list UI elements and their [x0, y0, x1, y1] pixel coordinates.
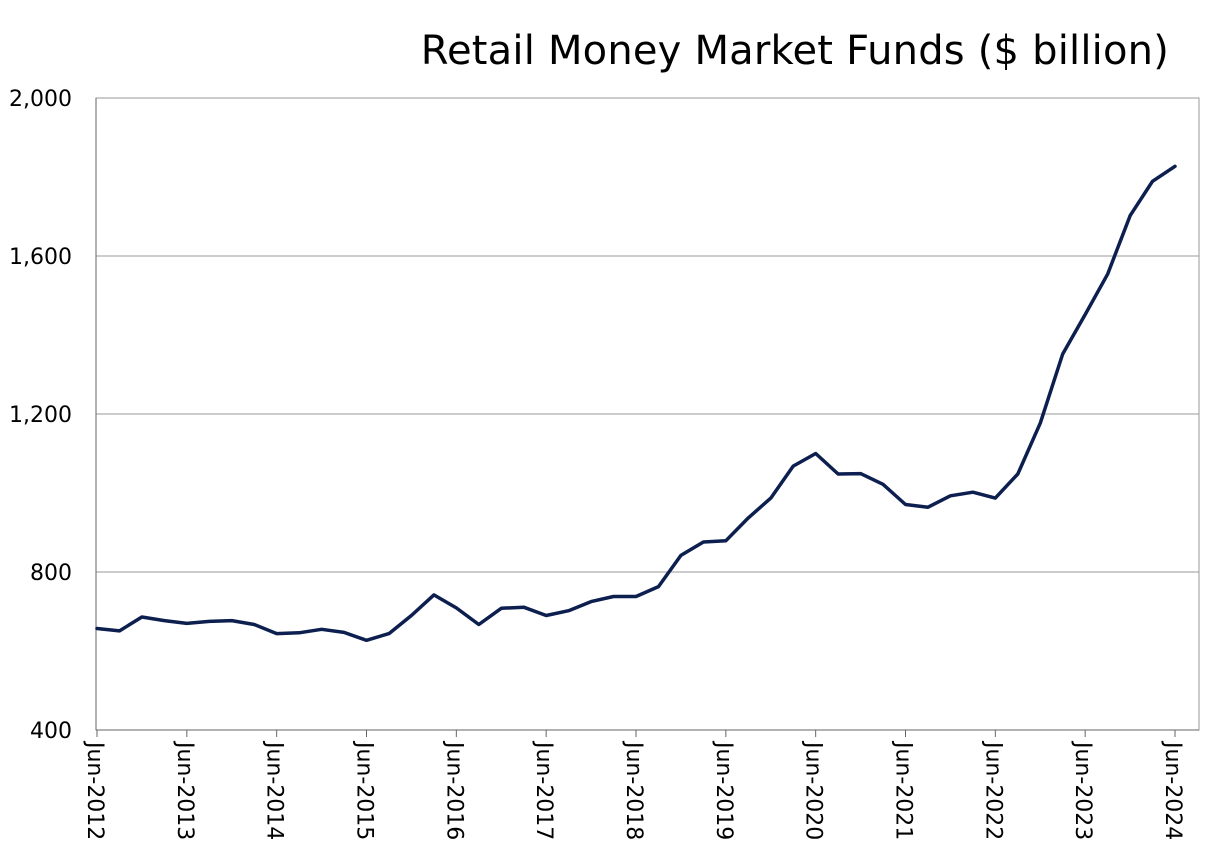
data-point [478, 623, 480, 626]
data-point [1017, 473, 1019, 475]
data-point [590, 600, 592, 603]
data-point [792, 465, 794, 467]
data-point [455, 607, 458, 609]
data-point [298, 632, 300, 634]
data-point [747, 517, 750, 519]
data-point [882, 483, 884, 486]
data-point [949, 495, 952, 497]
data-point [141, 616, 143, 618]
data-point [1106, 273, 1109, 276]
chart-title: Retail Money Market Funds ($ billion) [420, 28, 1169, 74]
x-tick-label: Jun-2024 [1160, 740, 1185, 840]
x-tick-label: Jun-2015 [352, 740, 377, 840]
y-tick-label: 2,000 [9, 87, 72, 112]
x-tick-label: Jun-2019 [711, 740, 736, 840]
data-point [972, 491, 974, 494]
data-point [253, 623, 255, 626]
data-point [927, 506, 929, 509]
x-tick-label: Jun-2013 [172, 740, 197, 840]
data-point [118, 630, 121, 632]
data-point [837, 473, 839, 475]
x-axis-tick-labels: Jun-2012 Jun-2013 Jun-2014 Jun-2015 Jun-2016… [82, 740, 1185, 840]
data-point [1061, 353, 1064, 355]
data-point [208, 620, 211, 623]
y-tick-label: 400 [30, 719, 72, 744]
data-point [500, 607, 503, 610]
y-tick-label: 800 [30, 561, 72, 586]
data-point [1084, 313, 1086, 316]
data-point [163, 619, 166, 622]
data-point [657, 585, 660, 588]
series-layer [95, 164, 1177, 643]
gridlines [96, 255, 1199, 573]
data-point [814, 452, 817, 455]
data-point [343, 631, 345, 634]
data-point [320, 628, 323, 631]
data-point [770, 497, 772, 499]
x-tick-label: Jun-2016 [441, 740, 466, 840]
data-point [96, 627, 98, 630]
x-tick-label: Jun-2012 [82, 740, 107, 840]
data-point [1151, 180, 1154, 183]
y-tick-label: 1,600 [9, 245, 72, 270]
data-point [1129, 214, 1131, 217]
data-point [388, 632, 390, 635]
data-point [1174, 165, 1176, 168]
data-point [365, 639, 368, 642]
data-point [275, 632, 278, 635]
data-point [567, 609, 570, 612]
data-point [433, 594, 435, 596]
x-tick-label: Jun-2017 [531, 740, 556, 840]
data-point [231, 619, 233, 622]
x-tick-label: Jun-2022 [980, 740, 1005, 840]
data-point [725, 540, 727, 542]
data-point [859, 472, 862, 475]
data-point [994, 497, 997, 499]
x-tick-label: Jun-2021 [891, 740, 916, 840]
axes [95, 98, 1199, 737]
series-line-retail-money-market-funds [95, 164, 1177, 643]
x-tick-label: Jun-2018 [621, 740, 646, 840]
data-point [410, 614, 413, 617]
data-point [680, 554, 682, 557]
data-point [635, 595, 637, 598]
data-point [612, 595, 615, 598]
y-tick-label: 1,200 [9, 403, 72, 428]
data-point [186, 622, 188, 625]
data-point [1039, 422, 1042, 424]
data-point [904, 503, 907, 506]
data-point [522, 606, 525, 608]
x-tick-label: Jun-2020 [801, 740, 826, 840]
data-point [702, 541, 705, 543]
data-point [545, 614, 547, 617]
x-tick-label: Jun-2014 [262, 740, 287, 840]
y-axis-tick-labels: 400 800 1,200 1,600 2,000 [9, 87, 72, 744]
x-tick-label: Jun-2023 [1070, 740, 1095, 840]
